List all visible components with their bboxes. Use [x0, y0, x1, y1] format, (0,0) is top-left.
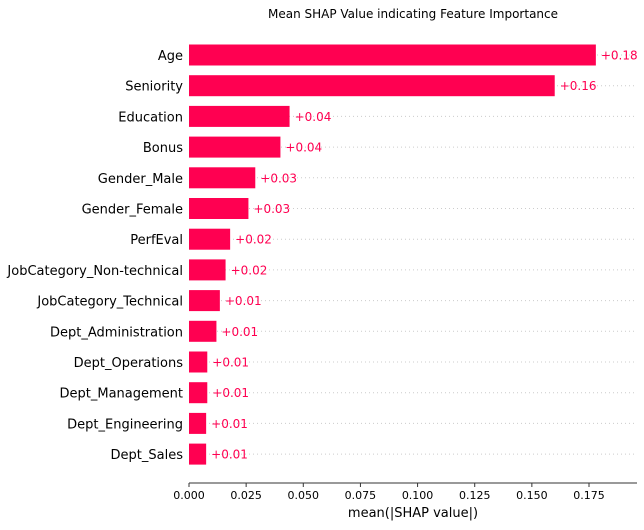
bar-dept-administration	[189, 320, 217, 342]
bar-bonus	[189, 136, 281, 158]
x-tick-label: 0.050	[288, 489, 320, 502]
value-label: +0.01	[221, 325, 258, 339]
bar-gender-female	[189, 198, 249, 219]
value-label: +0.04	[295, 110, 332, 124]
category-label: Dept_Engineering	[67, 417, 183, 432]
category-label: Gender_Male	[98, 172, 183, 187]
value-label: +0.01	[212, 386, 249, 400]
value-label: +0.01	[212, 356, 249, 370]
bar-jobcategory-technical	[189, 290, 220, 312]
value-label: +0.18	[601, 49, 638, 63]
bar-age	[189, 44, 596, 66]
bar-education	[189, 105, 290, 127]
x-tick-label: 0.025	[230, 489, 262, 502]
x-tick-label: 0.000	[173, 489, 205, 502]
bar-dept-engineering	[189, 412, 207, 434]
x-tick-label: 0.175	[573, 489, 605, 502]
value-label: +0.01	[211, 417, 248, 431]
category-label: Dept_Management	[60, 387, 184, 402]
x-axis-label: mean(|SHAP value|)	[348, 506, 478, 521]
bar-dept-sales	[189, 443, 207, 465]
bar-jobcategory-non-technical	[189, 259, 226, 281]
value-label: +0.02	[231, 263, 268, 277]
bar-seniority	[189, 75, 555, 97]
category-label: Dept_Operations	[74, 356, 184, 371]
bar-dept-management	[189, 382, 208, 404]
bars-group	[189, 44, 596, 465]
bar-perfeval	[189, 228, 231, 250]
bar-gender-male	[189, 167, 256, 189]
value-label: +0.16	[560, 79, 597, 93]
value-labels-group: +0.18 +0.16 +0.04 +0.04 +0.03 +0.03 +0.02 +0.02…	[211, 49, 637, 462]
bar-dept-operations	[189, 351, 208, 373]
x-tick-label: 0.075	[345, 489, 377, 502]
category-label: Age	[158, 49, 183, 64]
value-label: +0.01	[211, 448, 248, 462]
value-label: +0.02	[235, 233, 272, 247]
x-tick-label: 0.150	[516, 489, 548, 502]
x-tick-label: 0.100	[402, 489, 434, 502]
grid-lines	[189, 54, 637, 455]
chart-title: Mean SHAP Value indicating Feature Impor…	[268, 7, 558, 21]
value-label: +0.04	[285, 141, 322, 155]
category-label: PerfEval	[130, 233, 183, 248]
x-tick-label: 0.125	[459, 489, 491, 502]
category-labels-group: Age Seniority Education Bonus Gender_Male Gen…	[6, 49, 183, 463]
category-label: Education	[118, 110, 183, 125]
category-label: Dept_Administration	[50, 325, 183, 340]
category-label: Gender_Female	[82, 203, 183, 218]
value-label: +0.03	[253, 202, 290, 216]
value-label: +0.03	[260, 171, 297, 185]
category-label: Dept_Sales	[111, 448, 184, 463]
category-label: Bonus	[143, 141, 183, 156]
category-label: Seniority	[125, 80, 183, 95]
category-label: JobCategory_Non-technical	[6, 264, 183, 279]
category-label: JobCategory_Technical	[36, 295, 183, 310]
value-label: +0.01	[225, 294, 262, 308]
x-axis: 0.000 0.025 0.050 0.075 0.100 0.125 0.150 0.175	[173, 482, 637, 502]
